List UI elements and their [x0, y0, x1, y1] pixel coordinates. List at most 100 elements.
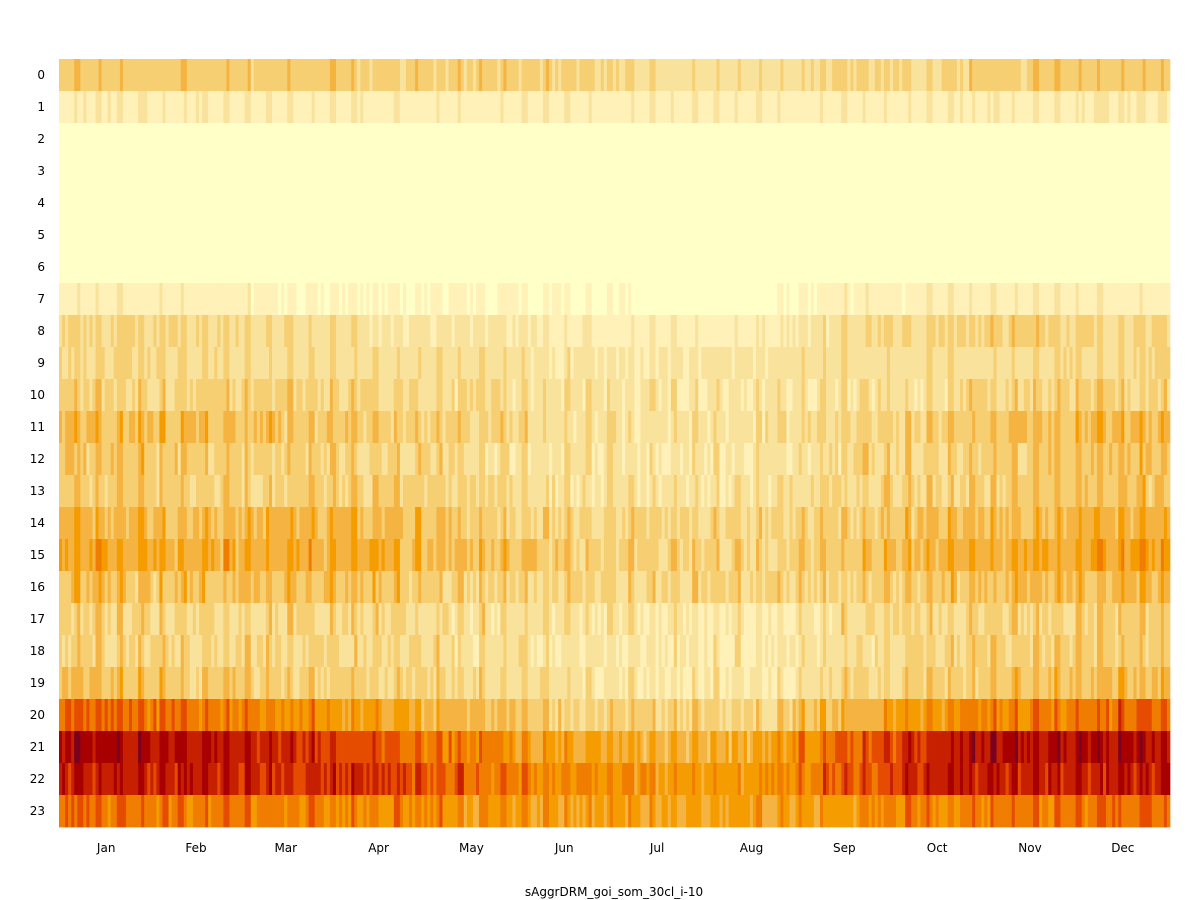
heatmap-cell — [1026, 187, 1031, 220]
heatmap-cell — [497, 347, 501, 380]
heatmap-cell — [570, 347, 574, 380]
heatmap-cell — [211, 123, 215, 156]
heatmap-cell — [375, 411, 379, 444]
heatmap-cell — [202, 379, 206, 412]
heatmap-cell — [119, 155, 124, 188]
heatmap-cell — [789, 315, 793, 348]
heatmap-cell — [762, 251, 766, 284]
heatmap-cell — [549, 123, 553, 156]
heatmap-cell — [847, 155, 851, 188]
heatmap-cell — [472, 187, 477, 220]
heatmap-cell — [625, 475, 629, 508]
heatmap-cell — [202, 59, 206, 92]
heatmap-cell — [819, 283, 824, 316]
heatmap-cell — [165, 443, 169, 476]
heatmap-cell — [874, 251, 879, 284]
heatmap-cell — [107, 475, 112, 508]
heatmap-cell — [308, 59, 312, 92]
heatmap-cell — [339, 411, 343, 444]
heatmap-cell — [186, 187, 191, 220]
heatmap-cell — [616, 187, 620, 220]
heatmap-cell — [1118, 219, 1122, 252]
heatmap-cell — [156, 187, 160, 220]
heatmap-cell — [180, 219, 185, 252]
heatmap-cell — [153, 91, 157, 124]
heatmap-cell — [786, 155, 790, 188]
heatmap-cell — [1087, 443, 1092, 476]
heatmap-cell — [701, 475, 705, 508]
heatmap-cell — [116, 443, 121, 476]
heatmap-cell — [524, 347, 529, 380]
heatmap-cell — [466, 443, 471, 476]
heatmap-cell — [941, 251, 946, 284]
heatmap-cell — [293, 315, 297, 348]
heatmap-cell — [396, 59, 401, 92]
heatmap-cell — [1115, 347, 1119, 380]
heatmap-cell — [579, 155, 583, 188]
heatmap-cell — [975, 379, 979, 412]
heatmap-cell — [661, 411, 666, 444]
heatmap-cell — [1042, 379, 1046, 412]
heatmap-cell — [938, 251, 943, 284]
heatmap-cell — [241, 59, 246, 92]
heatmap-cell — [679, 315, 684, 348]
heatmap-cell — [862, 187, 866, 220]
heatmap-cell — [269, 411, 273, 444]
heatmap-cell — [567, 219, 571, 252]
heatmap-cell — [597, 475, 602, 508]
heatmap-cell — [390, 123, 395, 156]
heatmap-cell — [576, 123, 580, 156]
heatmap-cell — [588, 475, 593, 508]
heatmap-cell — [549, 91, 553, 124]
heatmap-cell — [424, 443, 428, 476]
heatmap-cell — [323, 347, 328, 380]
heatmap-cell — [375, 91, 379, 124]
heatmap-cell — [616, 379, 620, 412]
heatmap-cell — [856, 251, 860, 284]
heatmap-cell — [981, 123, 985, 156]
heatmap-cell — [199, 187, 203, 220]
heatmap-cell — [521, 59, 526, 92]
heatmap-cell — [518, 347, 523, 380]
heatmap-cell — [1096, 411, 1101, 444]
heatmap-cell — [296, 443, 300, 476]
heatmap-cell — [314, 123, 319, 156]
heatmap-cell — [1078, 187, 1083, 220]
heatmap-cell — [83, 379, 87, 412]
heatmap-cell — [670, 379, 675, 412]
heatmap-cell — [256, 443, 261, 476]
heatmap-cell — [205, 187, 209, 220]
heatmap-cell — [80, 315, 84, 348]
heatmap-cell — [549, 251, 553, 284]
heatmap-cell — [348, 91, 352, 124]
heatmap-cell — [409, 91, 413, 124]
heatmap-cell — [113, 411, 118, 444]
heatmap-cell — [606, 219, 611, 252]
heatmap-cell — [546, 59, 550, 92]
heatmap-cell — [616, 411, 620, 444]
heatmap-cell — [585, 187, 589, 220]
heatmap-cell — [1078, 91, 1083, 124]
heatmap-cell — [1142, 59, 1146, 92]
heatmap-cell — [810, 315, 815, 348]
heatmap-cell — [1136, 251, 1140, 284]
heatmap-cell — [469, 59, 474, 92]
heatmap-cell — [89, 187, 93, 220]
heatmap-cell — [113, 219, 118, 252]
heatmap-cell — [655, 91, 659, 124]
heatmap-cell — [214, 283, 218, 316]
heatmap-cell — [71, 347, 75, 380]
heatmap-cell — [335, 443, 340, 476]
heatmap-cell — [250, 283, 255, 316]
heatmap-cell — [399, 155, 404, 188]
heatmap-cell — [95, 379, 99, 412]
heatmap-cell — [485, 155, 489, 188]
heatmap-cell — [941, 123, 946, 156]
heatmap-cell — [421, 315, 425, 348]
heatmap-cell — [689, 283, 693, 316]
heatmap-cell — [609, 187, 614, 220]
heatmap-cell — [883, 187, 888, 220]
heatmap-cell — [783, 347, 787, 380]
heatmap-cell — [360, 123, 364, 156]
heatmap-cell — [640, 475, 644, 508]
